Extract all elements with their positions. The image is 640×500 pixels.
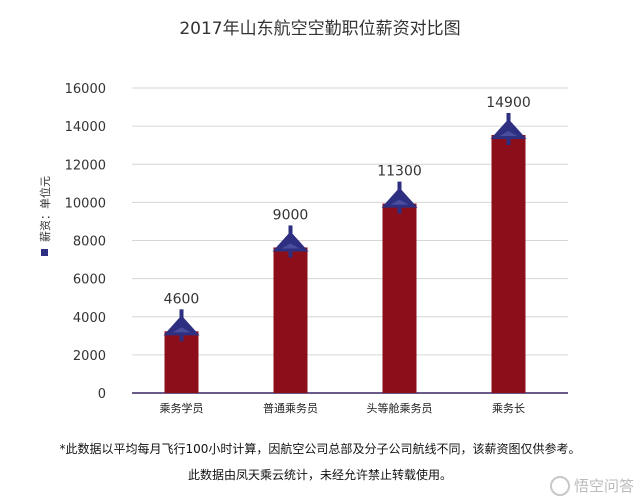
data-label: 9000 (273, 207, 309, 223)
data-label: 11300 (377, 164, 422, 180)
y-tick-label: 4000 (73, 311, 106, 326)
y-tick-label: 2000 (73, 349, 106, 364)
y-tick-label: 12000 (65, 158, 106, 173)
bar (382, 203, 417, 393)
y-tick-label: 6000 (73, 273, 106, 288)
bars: 4600 9000 11300 14900 (163, 95, 531, 393)
data-label: 14900 (486, 95, 531, 111)
watermark-text: 悟空问答 (573, 477, 634, 495)
chart-title: 2017年山东航空空勤职位薪资对比图 (179, 19, 461, 39)
airplane-marker-icon (381, 181, 418, 214)
x-tick-label: 头等舱乘务员 (367, 401, 433, 415)
y-tick-label: 0 (98, 387, 106, 402)
y-axis-ticks: 0 2000 4000 6000 8000 10000 12000 14000 16000 (65, 82, 106, 402)
x-tick-label: 乘务学员 (160, 401, 204, 415)
y-axis-label-group: 薪资：单位元 (38, 176, 52, 256)
x-axis-ticks: 乘务学员 普通乘务员 头等舱乘务员 乘务长 (160, 401, 526, 415)
bar (164, 331, 199, 393)
legend-swatch-icon (41, 249, 48, 256)
y-tick-label: 16000 (65, 82, 106, 97)
x-tick-label: 乘务长 (492, 402, 525, 415)
footnote-line-2: 此数据由凤天乘云统计，未经允许禁止转载使用。 (187, 468, 452, 482)
footnote-line-1: *此数据以平均每月飞行100小时计算，因航空公司总部及分子公司航线不同，该薪资图… (59, 442, 581, 456)
wukong-logo-icon (549, 475, 570, 496)
y-tick-label: 8000 (73, 235, 106, 250)
airplane-marker-icon (272, 225, 309, 258)
y-axis-label: 薪资：单位元 (38, 176, 52, 242)
bar (491, 134, 526, 393)
y-tick-label: 10000 (65, 196, 106, 211)
y-tick-label: 14000 (65, 120, 106, 135)
data-label: 4600 (164, 291, 200, 307)
airplane-marker-icon (163, 309, 200, 342)
watermark: 悟空问答 (549, 475, 634, 496)
x-tick-label: 普通乘务员 (263, 401, 318, 415)
airplane-marker-icon (490, 112, 527, 145)
bar (273, 247, 308, 393)
